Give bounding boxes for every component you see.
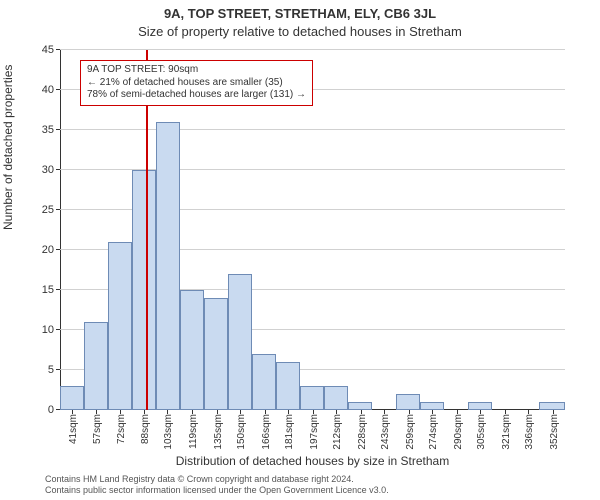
x-tick-label: 88sqm xyxy=(140,414,151,444)
plot-area: 05101520253035404541sqm57sqm72sqm88sqm10… xyxy=(60,50,565,410)
x-tick-label: 336sqm xyxy=(524,414,535,450)
histogram-bar xyxy=(396,394,420,410)
y-tick-label: 10 xyxy=(42,324,54,336)
chart-subtitle: Size of property relative to detached ho… xyxy=(0,24,600,39)
y-tick-label: 20 xyxy=(42,244,54,256)
histogram-bar xyxy=(324,386,348,410)
histogram-bar xyxy=(539,402,565,410)
y-tick-mark xyxy=(56,369,60,370)
footer-line-2: Contains public sector information licen… xyxy=(45,485,389,496)
x-tick-label: 352sqm xyxy=(549,414,560,450)
x-tick-label: 150sqm xyxy=(236,414,247,450)
histogram-bar xyxy=(420,402,444,410)
x-tick-label: 305sqm xyxy=(476,414,487,450)
chart-title-address: 9A, TOP STREET, STRETHAM, ELY, CB6 3JL xyxy=(0,6,600,21)
annotation-box: 9A TOP STREET: 90sqm← 21% of detached ho… xyxy=(80,60,313,106)
y-tick-mark xyxy=(56,89,60,90)
y-tick-label: 45 xyxy=(42,44,54,56)
histogram-bar xyxy=(300,386,324,410)
x-tick-label: 135sqm xyxy=(213,414,224,450)
histogram-bar xyxy=(468,402,492,410)
x-tick-label: 321sqm xyxy=(501,414,512,450)
histogram-bar xyxy=(84,322,108,410)
x-tick-label: 274sqm xyxy=(428,414,439,450)
x-tick-label: 290sqm xyxy=(453,414,464,450)
x-axis-label: Distribution of detached houses by size … xyxy=(60,454,565,468)
y-tick-mark xyxy=(56,169,60,170)
y-tick-mark xyxy=(56,209,60,210)
histogram-bar xyxy=(60,386,84,410)
y-tick-mark xyxy=(56,249,60,250)
footer-attribution: Contains HM Land Registry data © Crown c… xyxy=(45,474,389,496)
x-tick-label: 103sqm xyxy=(163,414,174,450)
y-tick-label: 35 xyxy=(42,124,54,136)
histogram-bar xyxy=(180,290,204,410)
x-tick-label: 166sqm xyxy=(261,414,272,450)
x-tick-label: 243sqm xyxy=(380,414,391,450)
y-tick-label: 30 xyxy=(42,164,54,176)
y-tick-mark xyxy=(56,329,60,330)
x-tick-label: 181sqm xyxy=(284,414,295,450)
x-tick-label: 41sqm xyxy=(68,414,79,444)
x-tick-label: 72sqm xyxy=(116,414,127,444)
y-tick-mark xyxy=(56,49,60,50)
y-axis-label: Number of detached properties xyxy=(1,65,15,230)
grid-line xyxy=(60,129,565,130)
histogram-bar xyxy=(108,242,132,410)
histogram-bar xyxy=(132,170,156,410)
x-tick-label: 228sqm xyxy=(357,414,368,450)
histogram-bar xyxy=(252,354,276,410)
y-axis-line xyxy=(60,50,61,410)
footer-line-1: Contains HM Land Registry data © Crown c… xyxy=(45,474,389,485)
x-tick-label: 212sqm xyxy=(332,414,343,450)
x-tick-label: 119sqm xyxy=(188,414,199,449)
histogram-bar xyxy=(228,274,252,410)
y-tick-label: 25 xyxy=(42,204,54,216)
histogram-bar xyxy=(348,402,372,410)
y-tick-label: 0 xyxy=(48,404,54,416)
grid-line xyxy=(60,49,565,50)
anno-line-2: ← 21% of detached houses are smaller (35… xyxy=(87,77,306,90)
y-tick-label: 15 xyxy=(42,284,54,296)
anno-line-3: 78% of semi-detached houses are larger (… xyxy=(87,89,306,102)
histogram-bar xyxy=(156,122,180,410)
y-tick-mark xyxy=(56,129,60,130)
x-tick-label: 57sqm xyxy=(92,414,103,444)
y-tick-label: 40 xyxy=(42,84,54,96)
y-tick-label: 5 xyxy=(48,364,54,376)
histogram-bar xyxy=(204,298,228,410)
x-tick-label: 259sqm xyxy=(405,414,416,450)
histogram-bar xyxy=(276,362,300,410)
y-tick-mark xyxy=(56,289,60,290)
x-tick-label: 197sqm xyxy=(309,414,320,450)
anno-line-1: 9A TOP STREET: 90sqm xyxy=(87,64,306,77)
